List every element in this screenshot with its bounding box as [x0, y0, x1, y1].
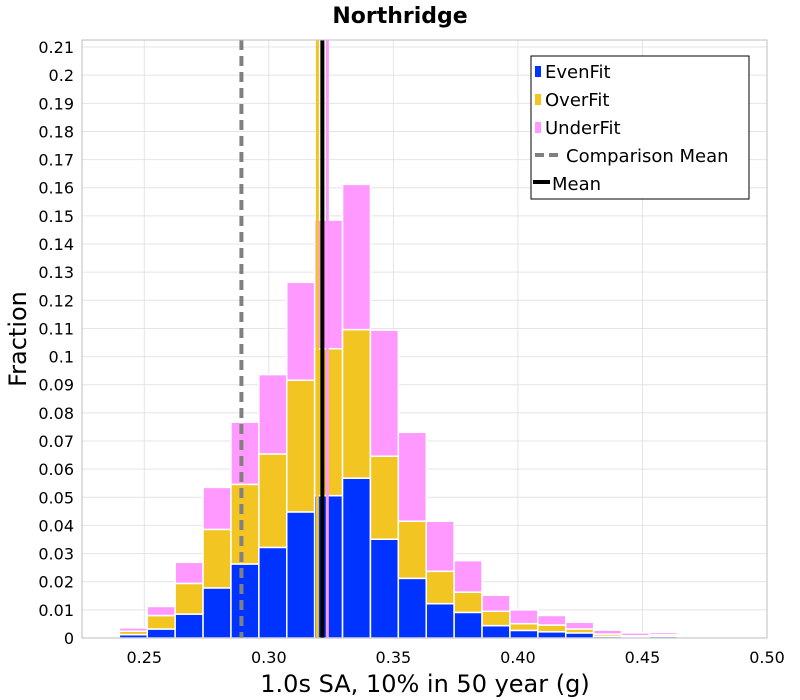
x-tick-labels: 0.25 0.30 0.35 0.40 0.45 0.50: [126, 648, 784, 667]
x-tick-label: 0.45: [625, 648, 661, 667]
bar-overfit: [286, 379, 316, 513]
y-tick-label: 0.09: [38, 376, 74, 395]
x-tick-label: 0.25: [126, 648, 162, 667]
bar-evenfit: [202, 587, 232, 639]
bar-underfit: [564, 621, 595, 630]
bar-underfit: [648, 631, 679, 636]
x-axis-label: 1.0s SA, 10% in 50 year (g): [260, 670, 589, 698]
y-tick-label: 0.12: [38, 291, 74, 310]
bar-underfit: [481, 594, 511, 613]
y-tick-label: 0.2: [49, 66, 74, 85]
y-tick-label: 0: [64, 629, 74, 648]
bar-evenfit: [425, 602, 455, 639]
y-tick-label: 0.04: [38, 516, 74, 535]
bar-underfit: [509, 609, 539, 625]
bar-overfit: [341, 328, 372, 479]
bar-evenfit: [481, 624, 511, 639]
bar-underfit: [453, 559, 483, 593]
bar-underfit: [620, 632, 651, 637]
bar-underfit: [258, 373, 288, 455]
bar-evenfit: [564, 632, 595, 639]
x-tick-label: 0.50: [749, 648, 785, 667]
y-tick-label: 0.14: [38, 235, 74, 254]
mean-lines-layer: [239, 40, 329, 638]
y-tick-label: 0.08: [38, 404, 74, 423]
legend-swatch-underfit: [535, 122, 541, 133]
bar-evenfit: [537, 631, 567, 639]
y-tick-label: 0.15: [38, 207, 74, 226]
y-tick-label: 0.03: [38, 545, 74, 564]
legend-label-overfit: OverFit: [545, 90, 609, 111]
bar-overfit: [174, 582, 204, 615]
legend-label-evenfit: EvenFit: [545, 62, 611, 83]
bar-evenfit: [453, 611, 483, 639]
y-tick-label: 0.21: [38, 38, 74, 57]
y-tick-label: 0.17: [38, 151, 74, 170]
bar-overfit: [537, 624, 567, 633]
bar-overfit: [202, 528, 232, 589]
legend-swatch-overfit: [535, 94, 541, 105]
bar-evenfit: [369, 538, 400, 639]
bar-overfit: [397, 520, 427, 580]
y-tick-label: 0.01: [38, 601, 74, 620]
x-tick-label: 0.35: [376, 648, 412, 667]
y-tick-label: 0.02: [38, 573, 74, 592]
plot-frame: [81, 39, 768, 639]
y-tick-label: 0.19: [38, 94, 74, 113]
y-axis-label: Fraction: [4, 291, 32, 387]
bar-evenfit: [230, 563, 260, 639]
chart-title: Northridge: [332, 4, 467, 29]
bar-overfit: [425, 570, 455, 605]
bar-overfit: [230, 483, 260, 565]
bar-overfit: [481, 610, 511, 627]
y-tick-label: 0.1: [49, 348, 74, 367]
bar-overfit: [369, 455, 400, 540]
legend-swatch-evenfit: [535, 66, 541, 77]
bar-evenfit: [509, 629, 539, 639]
bar-underfit: [202, 486, 232, 531]
bar-underfit: [90, 634, 121, 638]
y-tick-label: 0.06: [38, 460, 74, 479]
bar-overfit: [509, 622, 539, 632]
bar-evenfit: [174, 613, 204, 639]
bar-evenfit: [258, 546, 288, 639]
y-tick-label: 0.11: [38, 319, 74, 338]
bar-underfit: [425, 520, 455, 573]
x-tick-label: 0.30: [251, 648, 287, 667]
legend-label-underfit: UnderFit: [545, 118, 621, 139]
legend: EvenFit OverFit UnderFit Comparison Mean…: [530, 55, 750, 200]
bar-evenfit: [146, 628, 176, 639]
bar-underfit: [174, 561, 204, 585]
y-tick-label: 0.16: [38, 179, 74, 198]
bar-evenfit: [397, 577, 427, 639]
bar-underfit: [286, 281, 316, 381]
y-tick-labels: 0 0.01 0.02 0.03 0.04 0.05 0.06 0.07 0.08 0.09 0.1…: [38, 38, 74, 648]
bar-underfit: [704, 635, 734, 638]
bar-overfit: [146, 614, 176, 630]
bar-evenfit: [286, 511, 316, 639]
bar-underfit: [146, 605, 176, 617]
legend-label-mean: Mean: [552, 174, 601, 195]
bar-underfit: [732, 635, 762, 638]
x-tick-label: 0.40: [500, 648, 536, 667]
y-tick-label: 0.13: [38, 263, 74, 282]
bar-underfit: [676, 635, 706, 638]
bar-evenfit: [341, 477, 372, 639]
bar-underfit: [592, 629, 623, 635]
bar-overfit: [453, 591, 483, 614]
bar-underfit: [118, 627, 149, 632]
bar-overfit: [258, 453, 288, 549]
bar-underfit: [397, 431, 427, 522]
bar-underfit: [230, 421, 260, 486]
legend-label-comparison-mean: Comparison Mean: [566, 146, 729, 167]
y-tick-label: 0.18: [38, 122, 74, 141]
bar-underfit: [369, 329, 400, 457]
bar-underfit: [537, 614, 567, 626]
y-tick-label: 0.05: [38, 488, 74, 507]
y-tick-label: 0.07: [38, 432, 74, 451]
legend-box: [530, 55, 750, 200]
bar-underfit: [341, 183, 372, 331]
